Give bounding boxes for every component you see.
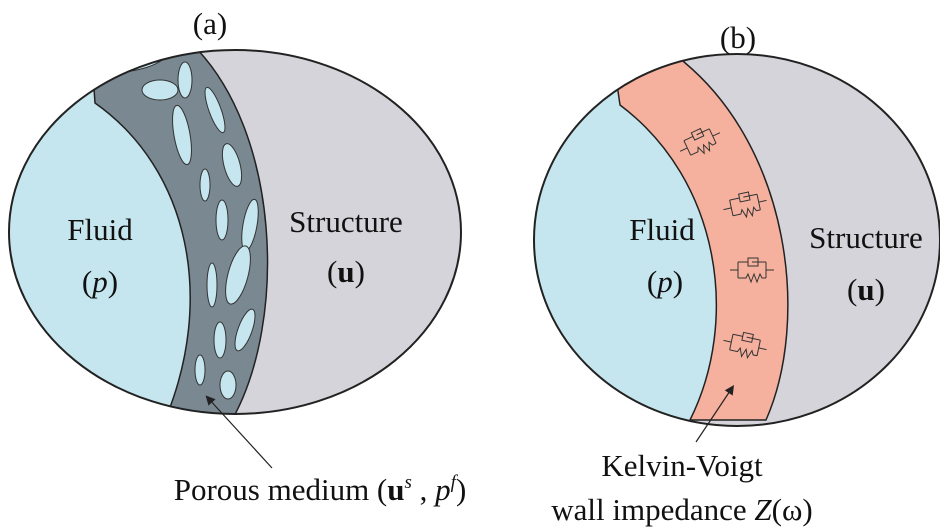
- text-part: ): [456, 472, 466, 507]
- text-part: ): [875, 272, 885, 307]
- text-part: u: [337, 254, 354, 289]
- structure-symbol: (u): [327, 254, 365, 289]
- fluid-name: Fluid: [67, 212, 133, 247]
- page: {"panels": [ {"label": "(a)", "fluid": {…: [0, 0, 940, 532]
- text-part: ,: [412, 472, 435, 507]
- text-part: (ω): [772, 492, 813, 527]
- layer-caption: Porous medium (us , pf): [174, 472, 467, 507]
- text-part: ): [355, 254, 365, 289]
- text-part: (: [82, 264, 92, 299]
- text-part: (: [647, 264, 657, 299]
- text-part: ): [673, 264, 683, 299]
- text-part: u: [857, 272, 874, 307]
- panel-label: (a): [193, 6, 227, 41]
- structure-name: Structure: [289, 204, 403, 239]
- text-part: (: [847, 272, 857, 307]
- fluid-symbol: (p): [647, 264, 683, 299]
- layer-caption: Kelvin-Voigt: [601, 448, 763, 483]
- text-part: p: [90, 264, 108, 299]
- fluid-symbol: (p): [82, 264, 118, 299]
- text-part: Porous medium (: [174, 472, 388, 507]
- text-part: (: [327, 254, 337, 289]
- text-part: p: [655, 264, 673, 299]
- diagram: (a) Fluid (p) Structure (u) Porous mediu…: [0, 0, 940, 532]
- panel-label: (b): [720, 20, 756, 55]
- text-part: p: [433, 472, 451, 507]
- layer-caption: wall impedance Z(ω): [551, 492, 812, 527]
- structure-symbol: (u): [847, 272, 885, 307]
- fluid-name: Fluid: [629, 212, 695, 247]
- text-part: u: [387, 472, 404, 507]
- text-part: s: [405, 472, 412, 493]
- text-part: ): [108, 264, 118, 299]
- text-part: wall impedance: [551, 492, 754, 527]
- text-part: Z: [754, 492, 772, 527]
- structure-name: Structure: [809, 220, 923, 255]
